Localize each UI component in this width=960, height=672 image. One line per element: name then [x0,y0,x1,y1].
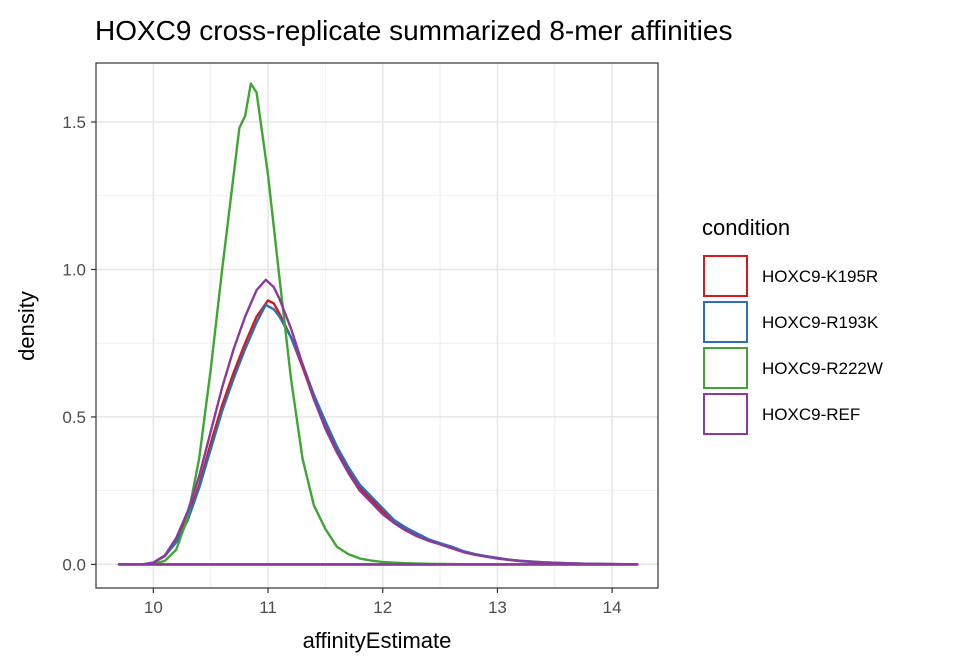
x-axis: 10 11 12 13 14 [144,588,622,617]
y-axis-title: density [14,291,39,361]
y-tick-label: 0.5 [62,408,86,427]
x-tick-label: 13 [488,598,507,617]
minor-gridlines [96,63,658,588]
y-axis: 0.0 0.5 1.0 1.5 [62,113,96,574]
legend-label-hoxc9-r222w: HOXC9-R222W [762,359,883,378]
x-tick-label: 14 [603,598,622,617]
legend: condition HOXC9-K195R HOXC9-R193K HOXC9-R2… [702,215,883,435]
y-tick-label: 1.0 [62,260,86,279]
legend-key-hoxc9-r193k [703,301,748,343]
density-curves [117,82,639,566]
legend-title: condition [702,215,790,240]
legend-item-hoxc9-r193k: HOXC9-R193K [703,301,879,343]
legend-key-hoxc9-k195r [703,255,748,297]
panel-border [95,62,659,589]
major-gridlines [96,63,658,588]
chart-title: HOXC9 cross-replicate summarized 8-mer a… [95,15,732,46]
legend-key-hoxc9-r222w [703,347,748,389]
x-axis-title: affinityEstimate [303,628,452,653]
density-line-hoxc9-ref [117,278,639,566]
legend-label-hoxc9-r193k: HOXC9-R193K [762,313,879,332]
panel-background [96,63,658,588]
legend-item-hoxc9-k195r: HOXC9-K195R [703,255,878,297]
y-tick-label: 0.0 [62,555,86,574]
plot-panel [95,62,659,589]
legend-label-hoxc9-ref: HOXC9-REF [762,405,860,424]
y-tick-label: 1.5 [62,113,86,132]
x-tick-label: 10 [144,598,163,617]
legend-item-hoxc9-ref: HOXC9-REF [703,393,860,435]
legend-key-hoxc9-ref [703,393,748,435]
x-tick-label: 12 [373,598,392,617]
x-tick-label: 11 [259,598,277,617]
legend-label-hoxc9-k195r: HOXC9-K195R [762,267,878,286]
legend-item-hoxc9-r222w: HOXC9-R222W [703,347,883,389]
